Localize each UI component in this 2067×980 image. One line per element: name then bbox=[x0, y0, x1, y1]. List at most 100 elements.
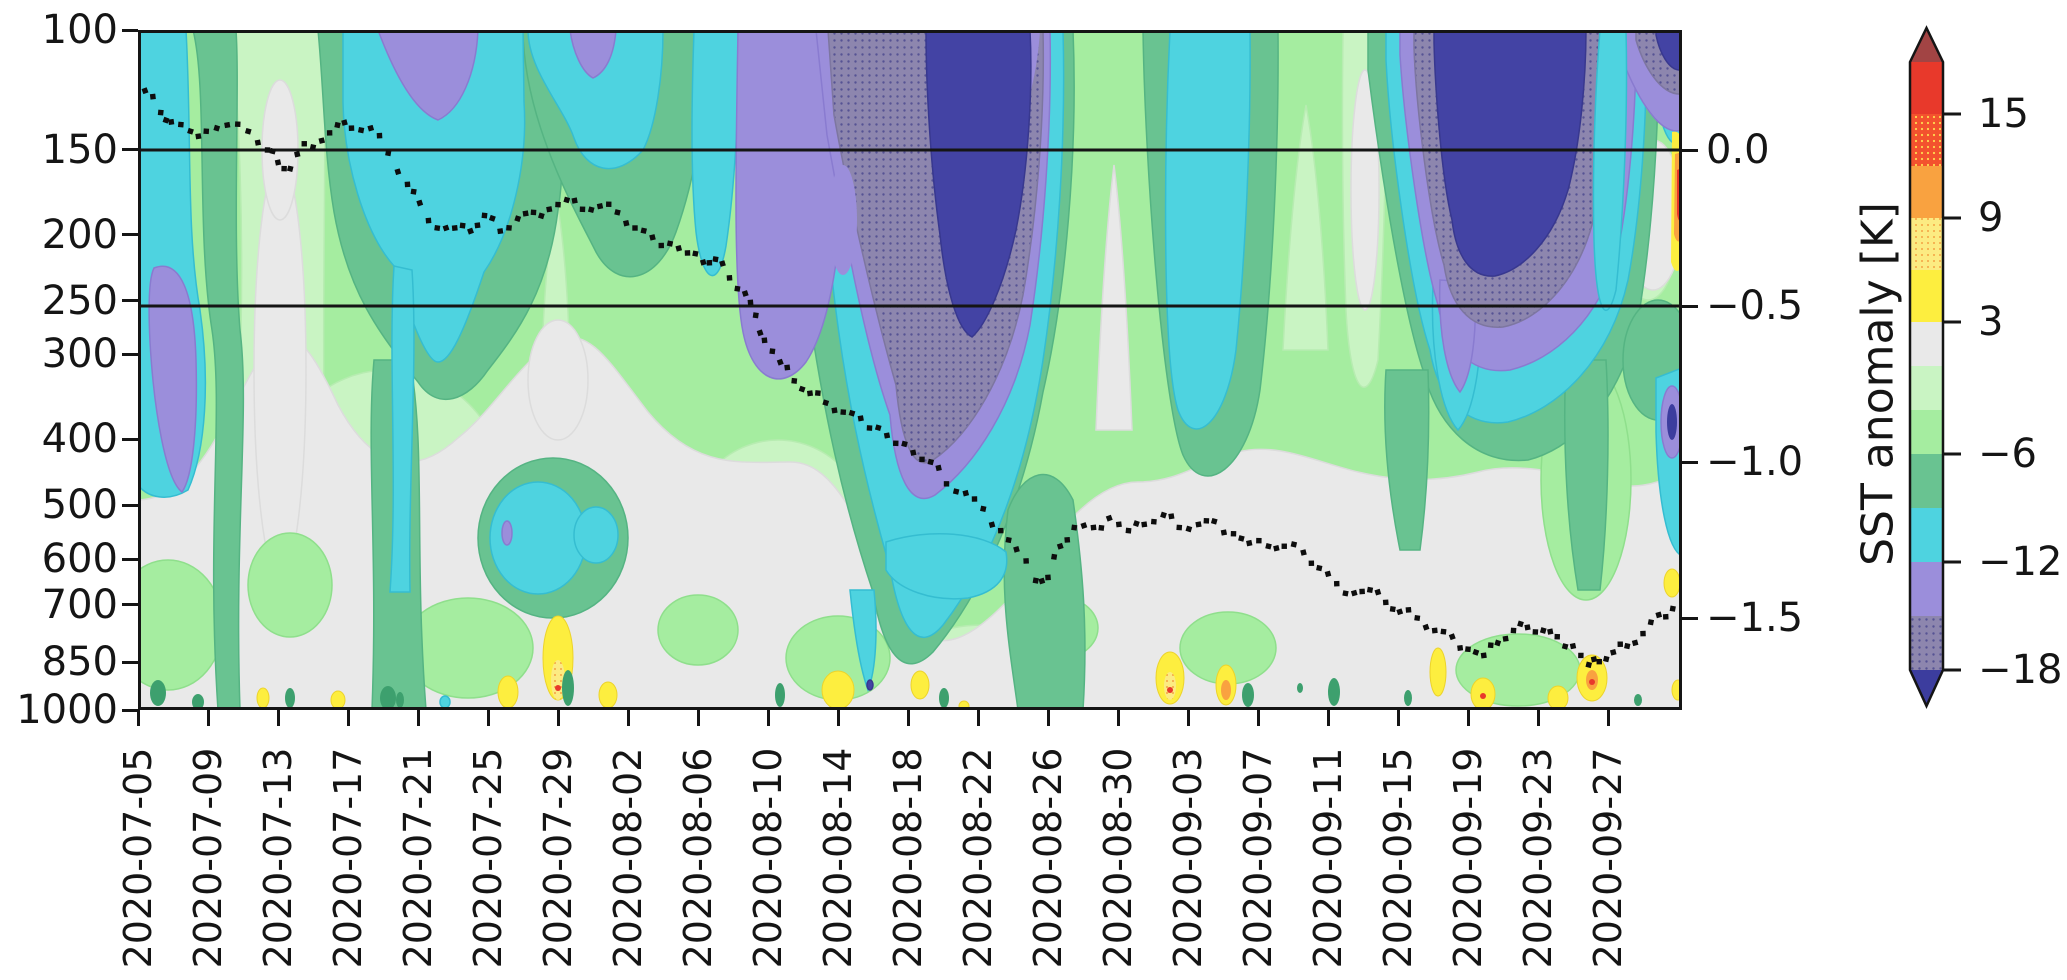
date-tick-label: 2020-07-29 bbox=[536, 747, 580, 969]
sst-tick-label: −1.0 bbox=[1706, 439, 1804, 485]
sst-tick bbox=[1682, 616, 1698, 620]
date-tick-label: 2020-09-23 bbox=[1516, 747, 1560, 969]
date-tick bbox=[976, 710, 980, 726]
colorbar-segment bbox=[1910, 508, 1943, 562]
contour-bands bbox=[138, 30, 1682, 710]
date-tick bbox=[1396, 710, 1400, 726]
pressure-tick bbox=[122, 603, 138, 607]
colorbar-segment bbox=[1910, 454, 1943, 508]
colorbar-tick-label: −6 bbox=[1978, 431, 2037, 477]
date-tick bbox=[1606, 710, 1610, 726]
sst-anomaly-dotted-line bbox=[141, 87, 1676, 669]
date-tick bbox=[206, 710, 210, 726]
date-tick-label: 2020-08-06 bbox=[676, 747, 720, 969]
date-tick bbox=[1536, 710, 1540, 726]
pressure-tick-label: 850 bbox=[41, 639, 118, 685]
colorbar-segment bbox=[1910, 366, 1943, 410]
date-tick-label: 2020-09-03 bbox=[1166, 747, 1210, 969]
colorbar-tick-label: 15 bbox=[1978, 91, 2029, 137]
colorbar-segment bbox=[1910, 166, 1943, 218]
pressure-tick bbox=[122, 557, 138, 561]
date-tick bbox=[486, 710, 490, 726]
date-tick-label: 2020-08-14 bbox=[816, 747, 860, 969]
sst-tick-label: 0.0 bbox=[1706, 127, 1770, 173]
sst-tick bbox=[1682, 460, 1698, 464]
date-tick-label: 2020-09-19 bbox=[1446, 747, 1490, 969]
pressure-tick-label: 200 bbox=[41, 211, 118, 258]
pressure-tick-label: 600 bbox=[41, 536, 118, 583]
date-tick-label: 2020-08-02 bbox=[606, 747, 650, 969]
date-tick bbox=[1466, 710, 1470, 726]
date-tick bbox=[1116, 710, 1120, 726]
date-tick bbox=[1046, 710, 1050, 726]
colorbar-graphic bbox=[1908, 25, 1961, 710]
pressure-tick-label: 100 bbox=[41, 7, 118, 53]
pressure-tick bbox=[122, 233, 138, 237]
sst-tick bbox=[1682, 148, 1698, 152]
pressure-tick-label: 500 bbox=[41, 482, 118, 529]
contour-field bbox=[138, 30, 1682, 710]
pressure-tick bbox=[122, 660, 138, 664]
date-tick bbox=[906, 710, 910, 726]
date-tick-label: 2020-08-30 bbox=[1096, 747, 1140, 969]
pressure-tick-label: 400 bbox=[41, 416, 118, 463]
pressure-tick-label: 700 bbox=[41, 581, 118, 628]
date-tick bbox=[556, 710, 560, 726]
date-tick bbox=[276, 710, 280, 726]
date-tick-label: 2020-09-07 bbox=[1236, 747, 1280, 969]
contour-plot-area bbox=[138, 30, 1682, 710]
pressure-tick-label: 250 bbox=[41, 277, 118, 324]
sst-reference-lines bbox=[138, 148, 1682, 308]
date-tick bbox=[416, 710, 420, 726]
date-tick-label: 2020-08-18 bbox=[886, 747, 930, 969]
pressure-tick bbox=[122, 352, 138, 356]
date-tick-label: 2020-08-10 bbox=[746, 747, 790, 969]
colorbar-segment bbox=[1910, 410, 1943, 454]
colorbar-segment bbox=[1910, 616, 1943, 670]
date-tick-label: 2020-07-05 bbox=[116, 747, 160, 969]
sst-tick bbox=[1682, 304, 1698, 308]
colorbar-segment bbox=[1910, 218, 1943, 270]
date-tick bbox=[626, 710, 630, 726]
colorbar bbox=[1895, 0, 2067, 980]
pressure-tick bbox=[122, 437, 138, 441]
colorbar-tick-label: −18 bbox=[1978, 647, 2063, 693]
date-tick bbox=[346, 710, 350, 726]
date-tick-label: 2020-07-09 bbox=[186, 747, 230, 969]
colorbar-tick-label: 9 bbox=[1978, 195, 2004, 241]
date-tick bbox=[1186, 710, 1190, 726]
date-tick-label: 2020-07-25 bbox=[466, 747, 510, 969]
pressure-tick bbox=[122, 503, 138, 507]
date-tick-label: 2020-08-22 bbox=[956, 747, 1000, 969]
colorbar-segment bbox=[1910, 270, 1943, 322]
date-tick-label: 2020-07-21 bbox=[396, 747, 440, 969]
pressure-tick-label: 150 bbox=[41, 126, 118, 173]
date-tick-label: 2020-09-27 bbox=[1586, 747, 1630, 969]
date-tick-label: 2020-09-15 bbox=[1376, 747, 1420, 969]
sst-tick-label: −1.5 bbox=[1706, 595, 1804, 641]
date-tick bbox=[836, 710, 840, 726]
date-tick-label: 2020-07-13 bbox=[256, 747, 300, 969]
colorbar-segment bbox=[1910, 322, 1943, 366]
colorbar-tick-label: 3 bbox=[1978, 299, 2004, 345]
date-tick bbox=[696, 710, 700, 726]
pressure-tick bbox=[122, 28, 138, 32]
colorbar-segment bbox=[1910, 62, 1943, 114]
date-tick bbox=[136, 710, 140, 726]
date-tick-label: 2020-09-11 bbox=[1306, 747, 1350, 969]
pressure-tick bbox=[122, 299, 138, 303]
sst-tick-label: −0.5 bbox=[1706, 283, 1804, 329]
date-tick bbox=[1326, 710, 1330, 726]
date-tick-label: 2020-08-26 bbox=[1026, 747, 1070, 969]
pressure-tick bbox=[122, 148, 138, 152]
pressure-tick-label: 300 bbox=[41, 331, 118, 378]
pressure-tick bbox=[122, 708, 138, 712]
colorbar-tick-label: −12 bbox=[1978, 539, 2063, 585]
date-tick bbox=[1256, 710, 1260, 726]
date-tick-label: 2020-07-17 bbox=[326, 747, 370, 969]
date-tick bbox=[766, 710, 770, 726]
pressure-tick-label: 1000 bbox=[16, 687, 118, 733]
colorbar-segment bbox=[1910, 562, 1943, 616]
colorbar-segment bbox=[1910, 114, 1943, 166]
